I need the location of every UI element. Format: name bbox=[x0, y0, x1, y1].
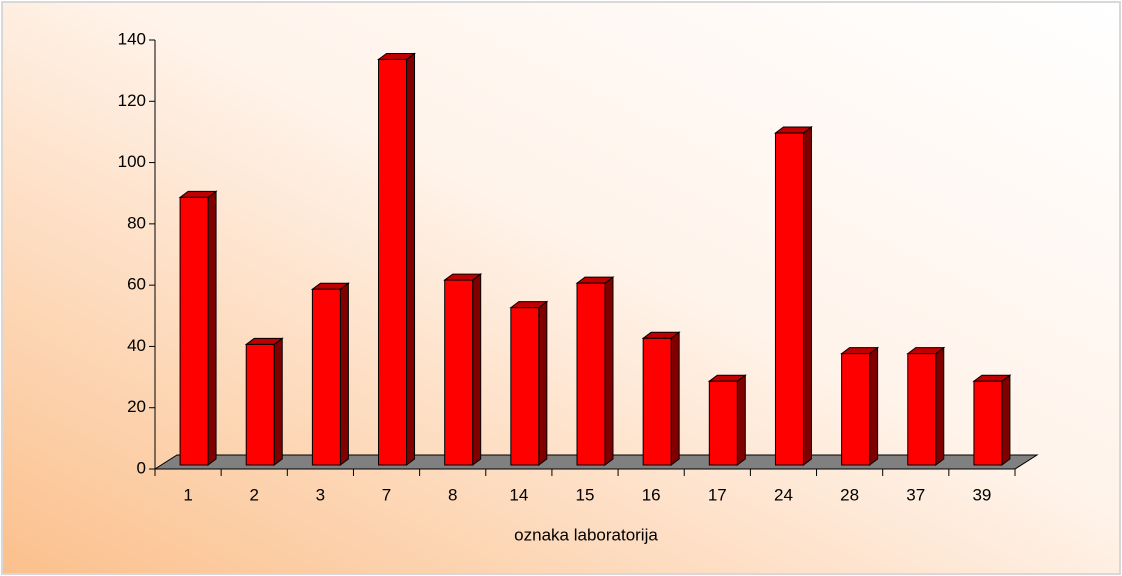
x-tick-label: 1 bbox=[183, 485, 192, 504]
x-tick-label: 28 bbox=[840, 485, 859, 504]
bar-side bbox=[736, 374, 746, 466]
x-tick-label: 7 bbox=[382, 485, 391, 504]
bar bbox=[510, 307, 540, 466]
bar bbox=[576, 282, 606, 466]
y-tick-label: 100 bbox=[118, 152, 146, 171]
x-tick-label: 14 bbox=[509, 485, 528, 504]
x-tick-label: 3 bbox=[316, 485, 325, 504]
x-tick-label: 17 bbox=[708, 485, 727, 504]
x-tick-label: 39 bbox=[972, 485, 991, 504]
y-tick-label: 120 bbox=[118, 91, 146, 110]
bar-side bbox=[869, 346, 879, 466]
bar bbox=[841, 353, 871, 466]
y-tick-label: 20 bbox=[127, 397, 146, 416]
x-axis-label: oznaka laboratorija bbox=[514, 525, 658, 544]
x-tick-label: 2 bbox=[249, 485, 258, 504]
x-tick-label: 15 bbox=[576, 485, 595, 504]
bar bbox=[774, 132, 804, 466]
x-tick-label: 16 bbox=[642, 485, 661, 504]
bar-side bbox=[670, 331, 680, 466]
bar bbox=[245, 343, 275, 466]
bar-side bbox=[1001, 374, 1011, 466]
y-tick-label: 60 bbox=[127, 275, 146, 294]
bar-side bbox=[802, 125, 812, 466]
bar-side bbox=[935, 346, 945, 466]
x-tick-label: 24 bbox=[774, 485, 793, 504]
bar-side bbox=[538, 300, 548, 466]
bar-side bbox=[207, 190, 217, 466]
bar bbox=[378, 58, 408, 466]
bar-side bbox=[406, 52, 416, 466]
x-tick-label: 8 bbox=[448, 485, 457, 504]
bar bbox=[179, 196, 209, 466]
bar bbox=[642, 337, 672, 466]
y-tick-label: 40 bbox=[127, 336, 146, 355]
bar bbox=[907, 353, 937, 466]
bar bbox=[311, 288, 341, 466]
bar bbox=[708, 380, 738, 466]
y-tick-label: 0 bbox=[137, 458, 146, 477]
bar bbox=[444, 279, 474, 466]
bar-side bbox=[339, 282, 349, 466]
bar-side bbox=[604, 276, 614, 466]
y-tick-label: 140 bbox=[118, 29, 146, 48]
bar-side bbox=[472, 273, 482, 466]
x-tick-label: 37 bbox=[906, 485, 925, 504]
bar bbox=[973, 380, 1003, 466]
y-tick-label: 80 bbox=[127, 213, 146, 232]
bar-side bbox=[273, 337, 283, 466]
